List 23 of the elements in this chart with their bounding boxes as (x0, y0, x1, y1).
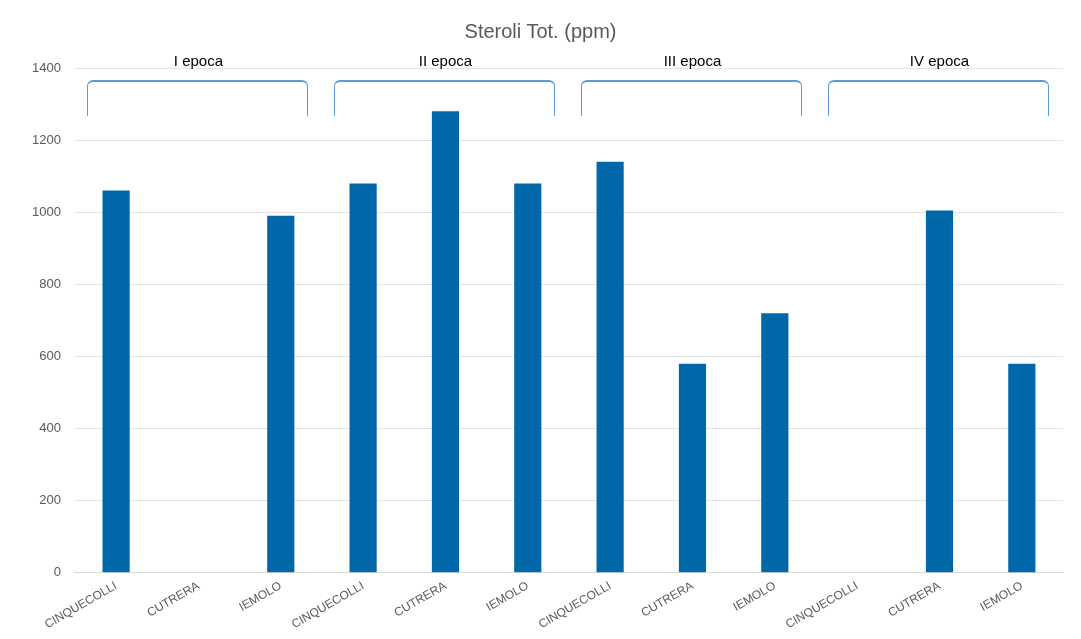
y-tick-label: 200 (39, 492, 61, 508)
y-tick-label: 600 (39, 348, 61, 364)
y-tick-label: 1000 (32, 203, 61, 219)
bar (925, 210, 954, 573)
annotation: III epoca (662, 52, 723, 69)
bar (514, 183, 542, 573)
y-tick-label: 800 (39, 275, 61, 291)
annotation: IV epoca (908, 52, 971, 69)
chart-title: Steroli Tot. (ppm) (464, 19, 617, 42)
bar (678, 363, 707, 573)
bar (761, 313, 789, 573)
bar (102, 190, 130, 573)
y-tick-label: 1200 (32, 131, 61, 147)
y-tick-label: 400 (39, 420, 61, 436)
bar (267, 215, 295, 573)
bar (596, 161, 624, 573)
bar (349, 183, 377, 573)
bar (1008, 363, 1036, 573)
annotation: II epoca (417, 52, 474, 69)
y-tick-label: 0 (53, 564, 61, 580)
annotation: I epoca (172, 52, 224, 69)
bar (431, 111, 460, 573)
y-tick-label: 1400 (32, 59, 61, 75)
